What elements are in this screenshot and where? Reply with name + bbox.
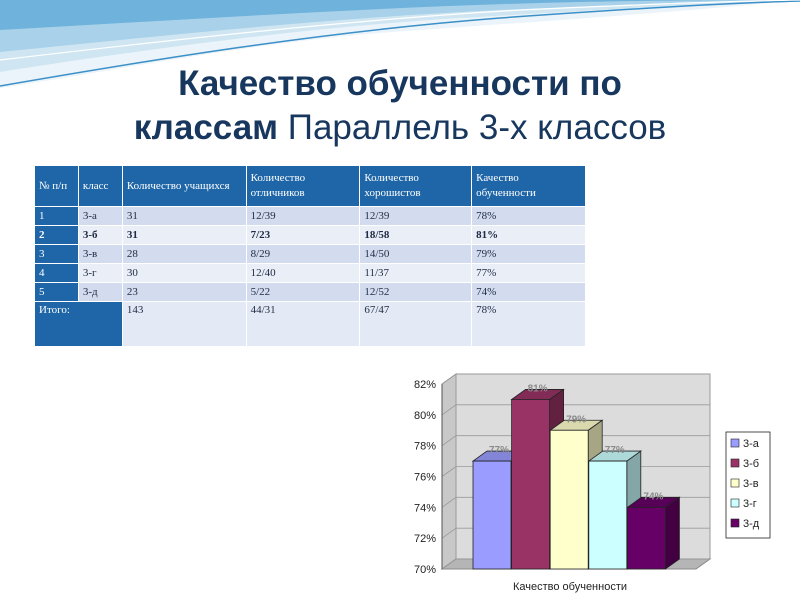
page-title: Качество обученности по классам Параллел… — [0, 62, 800, 150]
table-cell: 30 — [121, 263, 247, 283]
legend-label: 3-г — [743, 498, 757, 510]
bar-side — [664, 496, 680, 570]
quality-bar-chart: 70% 72% 74% 76% 78% 80% 82% 77% 81% 79% 77% 74% Каче… — [414, 373, 771, 593]
results-table: № п/п класс Количество учащихся Количество … — [34, 165, 586, 347]
row-number: 3 — [34, 244, 79, 264]
title-bold: Качество обученности по — [178, 64, 622, 103]
bar — [511, 399, 550, 570]
column-header: класс — [77, 165, 123, 207]
total-cell: 143 — [121, 301, 247, 347]
table-cell: 12/39 — [359, 206, 473, 226]
table-cell: 28 — [121, 244, 247, 264]
table-cell: 31 — [121, 225, 247, 245]
table-cell: 3-б — [77, 225, 123, 245]
total-cell: 44/31 — [245, 301, 361, 347]
column-header: № п/п — [34, 165, 79, 207]
table-cell: 8/29 — [245, 244, 361, 264]
data-label: 81% — [528, 383, 548, 394]
column-header: Качество обученности — [471, 165, 586, 207]
table-cell: 23 — [121, 282, 247, 302]
table-cell: 31 — [121, 206, 247, 226]
x-axis-label: Качество обученности — [513, 581, 627, 593]
bar — [549, 429, 589, 570]
table-cell: 79% — [471, 244, 586, 264]
table-row: 5 3-д 23 5/22 12/52 74% — [34, 282, 586, 302]
table-cell: 18/58 — [359, 225, 473, 245]
table-cell: 3-а — [77, 206, 123, 226]
y-tick-label: 78% — [414, 441, 436, 453]
column-header: Количество хорошистов — [359, 165, 473, 207]
table-cell: 7/23 — [245, 225, 361, 245]
row-number: 1 — [34, 206, 79, 226]
data-label: 77% — [489, 445, 509, 456]
y-tick-label: 72% — [414, 533, 436, 545]
data-label: 79% — [566, 414, 586, 425]
bar — [588, 460, 628, 570]
table-cell: 78% — [471, 206, 586, 226]
table-cell: 14/50 — [359, 244, 473, 264]
total-cell: 67/47 — [359, 301, 473, 347]
table-row: 1 3-а 31 12/39 12/39 78% — [34, 206, 586, 226]
column-header: Количество отличников — [245, 165, 361, 207]
table-cell: 3-г — [77, 263, 123, 283]
column-header: Количество учащихся — [121, 165, 247, 207]
table-total: Итого: 143 44/31 67/47 78% — [34, 301, 586, 347]
total-label: Итого: — [34, 301, 123, 347]
row-number: 2 — [34, 225, 79, 245]
data-label: 77% — [605, 445, 625, 456]
table-cell: 12/52 — [359, 282, 473, 302]
table-row: 3 3-в 28 8/29 14/50 79% — [34, 244, 586, 264]
title-regular: Параллель 3-х классов — [287, 108, 667, 147]
table-cell: 12/39 — [245, 206, 361, 226]
decorative-waves — [0, 0, 800, 88]
gridline — [441, 373, 710, 385]
y-tick-label: 70% — [414, 564, 436, 576]
table-cell: 3-д — [77, 282, 123, 302]
legend-swatch — [730, 458, 740, 468]
gridline — [441, 404, 710, 416]
total-cell: 78% — [471, 301, 586, 347]
table-header: № п/п класс Количество учащихся Количество … — [34, 165, 586, 207]
table-cell: 81% — [471, 225, 586, 245]
legend-label: 3-б — [743, 458, 759, 470]
legend-label: 3-в — [743, 478, 759, 490]
table-cell: 3-в — [77, 244, 123, 264]
table-cell: 5/22 — [245, 282, 361, 302]
row-number: 5 — [34, 282, 79, 302]
legend-swatch — [730, 478, 740, 488]
legend-label: 3-д — [743, 518, 760, 530]
table-cell: 11/37 — [359, 263, 473, 283]
y-tick-label: 74% — [414, 502, 436, 514]
title-bold-line2: классам — [133, 108, 288, 147]
table-cell: 77% — [471, 263, 586, 283]
data-label: 74% — [643, 491, 663, 502]
table-body: 1 3-а 31 12/39 12/39 78% 2 3-б 31 7/23 18/58 81% 3 3-… — [34, 206, 586, 302]
gridline — [441, 435, 710, 446]
legend-swatch — [730, 438, 740, 448]
table-cell: 74% — [471, 282, 586, 302]
table-row: 2 3-б 31 7/23 18/58 81% — [34, 225, 586, 245]
bar — [472, 460, 512, 570]
bar — [626, 506, 666, 570]
y-tick-label: 82% — [414, 379, 436, 391]
table-cell: 12/40 — [245, 263, 361, 283]
table-row: 4 3-г 30 12/40 11/37 77% — [34, 263, 586, 283]
legend-swatch — [730, 498, 740, 508]
legend-label: 3-а — [743, 438, 760, 450]
y-tick-label: 76% — [414, 472, 436, 484]
row-number: 4 — [34, 263, 79, 283]
y-tick-label: 80% — [414, 410, 436, 422]
legend-swatch — [730, 518, 740, 528]
